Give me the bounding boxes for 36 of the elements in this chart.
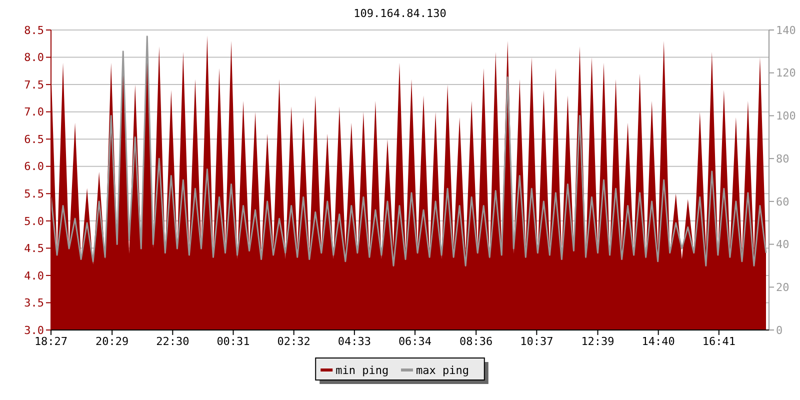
y-tick-label: 3.5 [24, 296, 44, 310]
x-tick-label: 12:39 [581, 335, 614, 348]
y2-tick-label: 120 [776, 66, 796, 80]
x-tick-label: 14:40 [642, 335, 675, 348]
y-tick-label: 8.5 [24, 24, 44, 37]
y-tick-label: 5.0 [24, 214, 44, 228]
y2-tick-label: 100 [776, 110, 796, 123]
x-tick-label: 22:30 [156, 335, 190, 348]
x-tick-label: 04:33 [338, 335, 371, 348]
y-tick-label: 4.5 [24, 242, 44, 256]
y-tick-label: 5.5 [24, 187, 44, 200]
legend-label: min ping [336, 364, 389, 377]
y-tick-label: 3.0 [24, 324, 44, 337]
y-tick-label: 6.5 [24, 132, 44, 146]
x-tick-label: 20:29 [96, 335, 129, 348]
x-tick-label: 08:36 [460, 335, 493, 348]
y2-tick-label: 40 [776, 238, 790, 252]
y2-tick-label: 140 [776, 24, 796, 37]
y2-tick-label: 20 [776, 280, 790, 294]
x-tick-label: 00:31 [216, 335, 250, 348]
y2-tick-label: 60 [776, 195, 790, 208]
y2-tick-label: 80 [776, 152, 790, 166]
y-tick-label: 7.5 [24, 78, 44, 92]
x-tick-label: 06:34 [398, 335, 432, 348]
y-tick-label: 7.0 [24, 106, 44, 119]
y-tick-label: 4.0 [24, 269, 44, 282]
line-series [50, 36, 767, 266]
x-tick-label: 10:37 [520, 335, 554, 348]
x-tick-label: 18:27 [34, 335, 68, 348]
x-tick-label: 16:41 [702, 335, 736, 348]
legend-label: max ping [416, 364, 469, 377]
y2-tick-label: 0 [776, 324, 783, 337]
x-tick-label: 02:32 [277, 335, 310, 348]
y-tick-label: 8.0 [24, 51, 44, 64]
chart-title: 109.164.84.130 [354, 7, 446, 20]
y-tick-label: 6.0 [24, 160, 44, 174]
